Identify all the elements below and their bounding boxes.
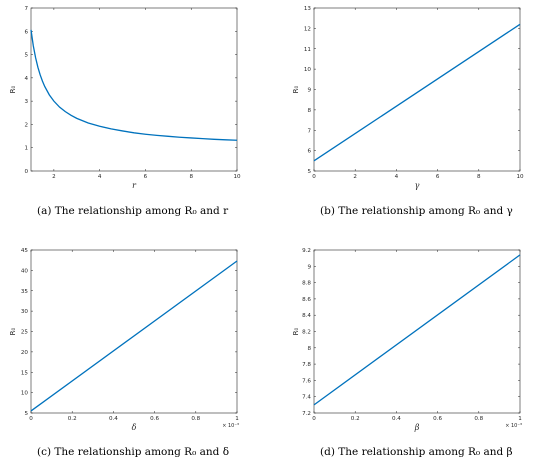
y-tick-label: 40 bbox=[21, 268, 29, 274]
y-tick-label: 7 bbox=[24, 6, 28, 12]
series-line-0 bbox=[313, 254, 521, 406]
y-axis-label: R₀ bbox=[9, 327, 17, 335]
x-tick-label: 0.8 bbox=[191, 416, 200, 422]
x-tick-label: 10 bbox=[233, 174, 241, 180]
y-tick-label: 7.6 bbox=[302, 378, 311, 384]
x-tick-label: 0 bbox=[29, 416, 33, 422]
y-tick-label: 9.2 bbox=[302, 248, 311, 254]
x-axis-label: δ bbox=[132, 423, 137, 432]
x-axis-label: γ bbox=[415, 181, 420, 190]
y-tick-label: 20 bbox=[21, 350, 29, 356]
series-line-0 bbox=[30, 29, 238, 141]
y-tick-label: 7.4 bbox=[302, 395, 311, 401]
x-tick-label: 0 bbox=[312, 416, 316, 422]
y-tick-label: 2 bbox=[24, 122, 28, 128]
y-tick-label: 8.6 bbox=[302, 297, 311, 303]
y-tick-label: 45 bbox=[21, 248, 29, 254]
x-tick-label: 10 bbox=[516, 174, 524, 180]
caption: (d) The relationship among R₀ and β bbox=[320, 446, 513, 458]
caption: (a) The relationship among R₀ and r bbox=[37, 205, 229, 217]
x-exponent-label: × 10⁻³ bbox=[222, 423, 239, 429]
chart-panel-b: 0 2 4 6 8 10 5 6 7 8 9 10 11 12 13 γ R₀ (b) The relations… bbox=[292, 6, 524, 217]
y-tick-label: 6 bbox=[24, 29, 28, 35]
y-axis-label: R₀ bbox=[292, 85, 300, 93]
x-tick-label: 1 bbox=[235, 416, 239, 422]
x-tick-label: 8 bbox=[477, 174, 481, 180]
y-tick-label: 7 bbox=[307, 128, 311, 134]
caption: (c) The relationship among R₀ and δ bbox=[37, 446, 229, 458]
x-axis-label: β bbox=[414, 423, 420, 432]
y-tick-label: 30 bbox=[21, 309, 29, 315]
x-tick-label: 0.2 bbox=[351, 416, 360, 422]
y-tick-label: 3 bbox=[24, 99, 28, 105]
y-tick-label: 7.2 bbox=[302, 411, 311, 417]
y-tick-label: 1 bbox=[24, 146, 28, 152]
series-line-0 bbox=[313, 23, 521, 162]
y-tick-label: 10 bbox=[21, 391, 29, 397]
axes-box bbox=[30, 7, 238, 172]
axes-box bbox=[313, 249, 521, 414]
x-tick-label: 6 bbox=[144, 174, 148, 180]
x-tick-label: 0 bbox=[312, 174, 316, 180]
x-tick-label: 2 bbox=[353, 174, 357, 180]
y-tick-label: 5 bbox=[307, 169, 311, 175]
x-tick-label: 4 bbox=[395, 174, 399, 180]
x-tick-label: 1 bbox=[518, 416, 522, 422]
chart-panel-d: 0 0.2 0.4 0.6 0.8 1 7.2 7.4 7.6 7.8 8 8.2 8.4 8.6 8.8 9… bbox=[292, 248, 522, 458]
y-tick-label: 9 bbox=[307, 264, 311, 270]
y-tick-label: 35 bbox=[21, 289, 29, 295]
y-tick-label: 25 bbox=[21, 330, 29, 336]
y-tick-label: 7.8 bbox=[302, 362, 311, 368]
y-tick-label: 9 bbox=[307, 88, 311, 94]
x-axis-label: r bbox=[132, 181, 137, 190]
x-exponent-label: × 10⁻³ bbox=[505, 423, 522, 429]
y-tick-label: 8 bbox=[307, 346, 311, 352]
x-tick-label: 8 bbox=[189, 174, 193, 180]
chart-panel-a: 2 4 6 8 10 0 1 2 3 4 5 6 7 r R₀ (a) The relationship am… bbox=[9, 6, 241, 217]
y-axis-label: R₀ bbox=[9, 85, 17, 93]
y-tick-label: 8 bbox=[307, 108, 311, 114]
x-tick-label: 0.2 bbox=[68, 416, 77, 422]
x-tick-label: 0.6 bbox=[150, 416, 159, 422]
y-tick-label: 5 bbox=[24, 53, 28, 59]
series-line-0 bbox=[30, 260, 238, 412]
y-tick-label: 10 bbox=[304, 67, 312, 73]
y-tick-label: 15 bbox=[21, 370, 29, 376]
axes-box bbox=[313, 7, 521, 172]
x-tick-label: 6 bbox=[436, 174, 440, 180]
y-tick-label: 5 bbox=[24, 411, 28, 417]
y-tick-label: 4 bbox=[24, 76, 28, 82]
y-tick-label: 8.8 bbox=[302, 281, 311, 287]
x-tick-label: 4 bbox=[98, 174, 102, 180]
x-tick-label: 0.4 bbox=[109, 416, 118, 422]
y-tick-label: 6 bbox=[307, 149, 311, 155]
y-axis-label: R₀ bbox=[292, 327, 300, 335]
y-tick-label: 0 bbox=[24, 169, 28, 175]
x-tick-label: 2 bbox=[52, 174, 56, 180]
y-tick-label: 8.2 bbox=[302, 330, 311, 336]
y-tick-label: 13 bbox=[304, 6, 312, 12]
y-tick-label: 12 bbox=[304, 26, 311, 32]
x-tick-label: 0.8 bbox=[474, 416, 483, 422]
x-tick-label: 0.4 bbox=[392, 416, 401, 422]
caption: (b) The relationship among R₀ and γ bbox=[320, 205, 513, 217]
y-tick-label: 11 bbox=[304, 47, 312, 53]
y-tick-label: 8.4 bbox=[302, 313, 311, 319]
x-tick-label: 0.6 bbox=[433, 416, 442, 422]
